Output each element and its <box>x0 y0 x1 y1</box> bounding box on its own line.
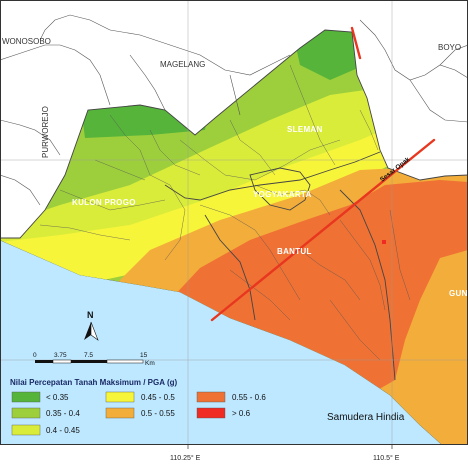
legend-label-1: 0.35 - 0.4 <box>46 409 80 418</box>
province-outline <box>0 29 468 239</box>
legend-label-4: 0.5 - 0.55 <box>141 409 175 418</box>
label-gunung: GUN <box>449 289 468 298</box>
scale-tick-1: 3.75 <box>54 352 67 359</box>
legend-swatch-0 <box>11 391 41 403</box>
legend-label-2: 0.4 - 0.45 <box>46 426 80 435</box>
regency-boundaries <box>164 151 396 381</box>
north-label: N <box>87 310 94 320</box>
legend-label-0: < 0.35 <box>46 393 69 402</box>
label-wonosobo: WONOSOBO <box>2 37 51 46</box>
legend-swatch-4 <box>105 407 135 419</box>
label-yogyakarta: YOGYAKARTA <box>253 190 312 199</box>
coordinate-strip <box>0 445 468 468</box>
scale-bar: 0 3.75 7.5 15 Km <box>33 352 155 367</box>
zone-lt-0.35 <box>80 30 360 138</box>
scale-tick-3: 15 <box>140 352 148 359</box>
label-boyolali: BOYO <box>438 43 461 52</box>
label-kulon-progo: KULON PROGO <box>72 198 136 207</box>
legend-swatch-3 <box>105 391 135 403</box>
coord-right: 110.5° E <box>373 454 400 462</box>
legend-swatch-1 <box>11 407 41 419</box>
scale-unit: Km <box>145 360 155 367</box>
label-sleman: SLEMAN <box>287 125 323 134</box>
legend-label-3: 0.45 - 0.5 <box>141 393 175 402</box>
label-sea: Samudera Hindia <box>327 412 405 423</box>
fault-lines <box>210 26 436 322</box>
zone-gt-0.6 <box>382 240 386 244</box>
coord-left: 110.25° E <box>170 454 201 462</box>
legend-swatch-2 <box>11 424 41 436</box>
legend-label-6: 0.55 - 0.6 <box>232 393 266 402</box>
scale-tick-2: 7.5 <box>84 352 93 359</box>
legend-label-5: > 0.6 <box>232 409 251 418</box>
legend: Nilai Percepatan Tanah Maksimum / PGA (g… <box>10 378 266 436</box>
label-bantul: BANTUL <box>277 247 312 256</box>
label-purworejo: PURWOREJO <box>41 106 50 158</box>
legend-swatch-5 <box>196 407 226 419</box>
legend-title: Nilai Percepatan Tanah Maksimum / PGA (g… <box>10 378 177 387</box>
legend-swatch-6 <box>196 391 226 403</box>
label-magelang: MAGELANG <box>160 60 205 69</box>
outer-boundaries <box>0 14 468 206</box>
district-boundaries <box>39 64 411 361</box>
zone-0.55-0.6 <box>170 180 468 400</box>
scale-tick-0: 0 <box>33 352 37 359</box>
north-arrow: N <box>84 310 99 341</box>
